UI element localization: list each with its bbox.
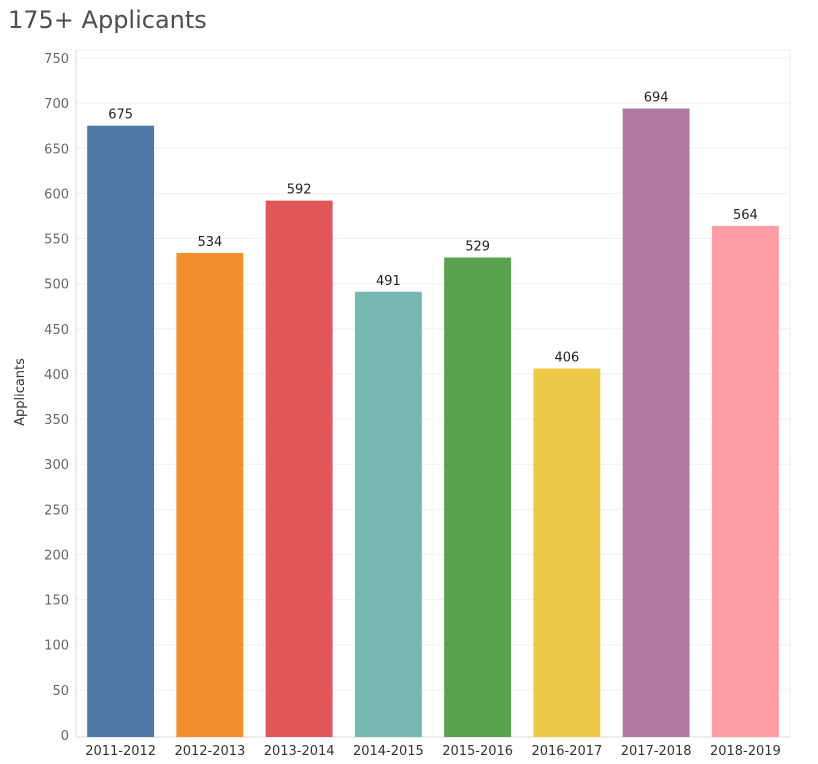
data-label-2014-2015: 491 — [376, 274, 401, 289]
chart-title: 175+ Applicants — [8, 6, 207, 34]
bar-2011-2012 — [87, 125, 155, 737]
y-tick-label: 450 — [44, 323, 69, 338]
y-tick-label: 350 — [44, 413, 69, 428]
bar-2015-2016 — [444, 257, 512, 737]
data-label-2016-2017: 406 — [554, 351, 579, 366]
bar-2016-2017 — [533, 368, 601, 737]
data-label-2012-2013: 534 — [197, 235, 222, 250]
bar-2017-2018 — [622, 108, 690, 738]
y-axis: 0 50 100 150 200 250 300 350 400 450 500 550 600 650 7… — [44, 50, 790, 744]
y-tick-label: 300 — [44, 458, 69, 473]
y-tick-label: 250 — [44, 503, 69, 518]
data-label-2013-2014: 592 — [287, 183, 312, 198]
bar-2014-2015 — [354, 291, 422, 737]
x-tick-label-2012-2013: 2012-2013 — [174, 744, 245, 759]
y-tick-label: 100 — [44, 639, 69, 654]
y-tick-label: 200 — [44, 548, 69, 563]
data-labels: 675 534 592 491 529 406 694 564 — [108, 91, 758, 366]
y-tick-label: 550 — [44, 233, 69, 248]
x-tick-label-2014-2015: 2014-2015 — [353, 744, 424, 759]
y-tick-label: 750 — [44, 52, 69, 67]
y-tick-label: 500 — [44, 278, 69, 293]
data-label-2011-2012: 675 — [108, 108, 133, 123]
data-label-2018-2019: 564 — [733, 208, 758, 223]
y-axis-title: Applicants — [13, 358, 28, 426]
y-tick-label: 700 — [44, 97, 69, 112]
y-tick-label: 600 — [44, 187, 69, 202]
x-tick-label-2011-2012: 2011-2012 — [85, 744, 156, 759]
x-tick-label-2018-2019: 2018-2019 — [710, 744, 781, 759]
bar-2013-2014 — [265, 200, 333, 737]
data-label-2017-2018: 694 — [644, 91, 669, 106]
x-tick-label-2017-2018: 2017-2018 — [621, 744, 692, 759]
y-tick-label: 50 — [52, 684, 69, 699]
x-axis: 2011-2012 2012-2013 2013-2014 2014-2015 2015… — [85, 744, 781, 759]
bar-2012-2013 — [176, 252, 244, 737]
bar-2018-2019 — [711, 225, 779, 737]
y-tick-label: 400 — [44, 368, 69, 383]
x-tick-label-2013-2014: 2013-2014 — [264, 744, 335, 759]
x-tick-label-2015-2016: 2015-2016 — [442, 744, 513, 759]
x-tick-label-2016-2017: 2016-2017 — [531, 744, 602, 759]
y-tick-label: 650 — [44, 142, 69, 157]
y-tick-label: 0 — [61, 729, 69, 744]
y-tick-label: 150 — [44, 594, 69, 609]
data-label-2015-2016: 529 — [465, 239, 490, 254]
bars — [87, 108, 779, 738]
